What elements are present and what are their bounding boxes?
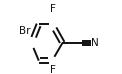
Text: N: N: [91, 38, 99, 48]
Text: F: F: [50, 65, 55, 74]
Text: Br: Br: [19, 26, 31, 36]
Text: F: F: [50, 3, 55, 14]
